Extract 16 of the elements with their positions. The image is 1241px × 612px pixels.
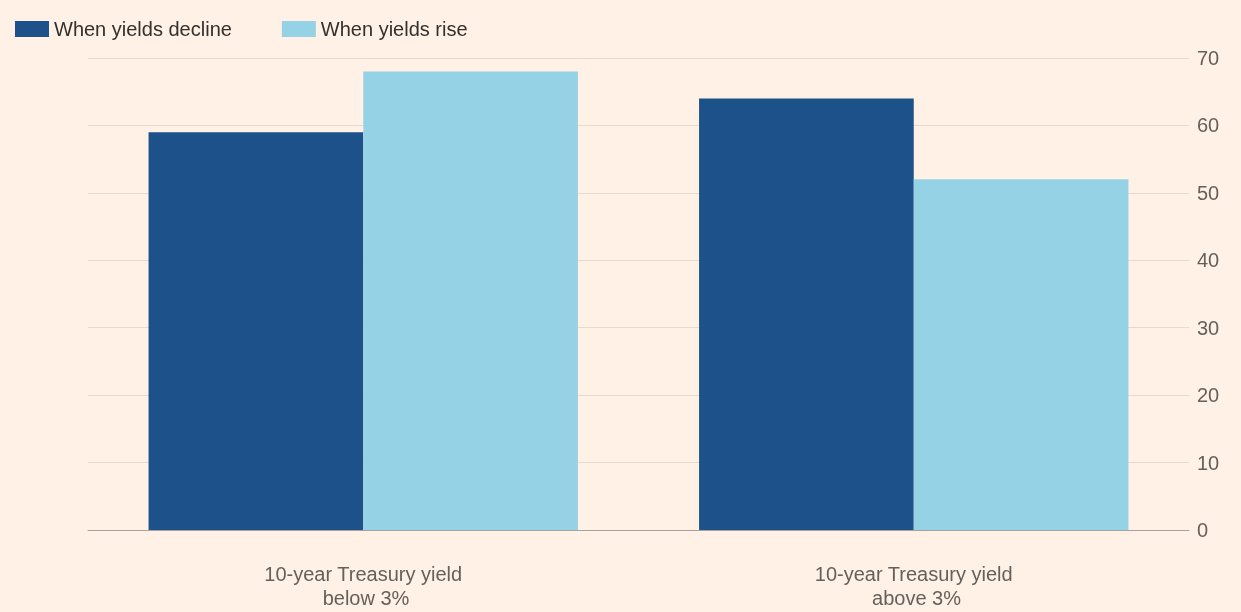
y-tick-label: 30 (1197, 316, 1220, 339)
legend-label: When yields rise (320, 18, 468, 40)
y-tick-label: 0 (1197, 519, 1209, 541)
y-tick-label: 40 (1197, 249, 1220, 272)
y-tick-label: 10 (1197, 451, 1220, 474)
y-tick-label: 20 (1197, 384, 1220, 407)
bar (913, 179, 1129, 530)
legend-label: When yields decline (54, 18, 232, 40)
y-tick-label: 50 (1197, 181, 1220, 204)
bar (363, 71, 578, 530)
bar (699, 98, 914, 530)
y-tick-label: 70 (1197, 47, 1220, 69)
bar (148, 132, 364, 530)
x-tick-label: 10-year Treasury yield above 3% (814, 563, 1013, 609)
x-tick-label: 10-year Treasury yield below 3% (264, 563, 463, 609)
y-tick-label: 60 (1197, 114, 1220, 137)
